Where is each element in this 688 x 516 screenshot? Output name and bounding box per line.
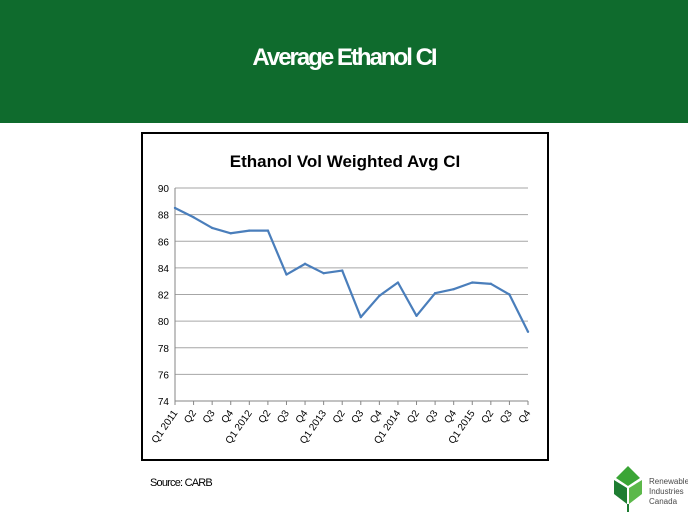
green-leaf-logo-icon [614, 466, 642, 512]
data-point [489, 282, 493, 286]
data-point [266, 229, 270, 232]
x-tick-label: Q3 [201, 408, 218, 426]
x-tick-label: Q2 [405, 408, 422, 426]
y-tick-label: 86 [158, 237, 170, 248]
line-chart: Ethanol Vol Weighted Avg CI 74 76 78 80 82 84… [150, 152, 534, 446]
x-tick-label: Q4 [517, 408, 534, 426]
title-banner: Average Ethanol CI [0, 0, 688, 123]
x-tick-label: Q2 [331, 408, 348, 426]
data-point [229, 232, 232, 235]
source-note: Source: CARB [150, 477, 213, 489]
data-point [508, 293, 511, 296]
x-tick-label: Q4 [294, 408, 311, 426]
series-line [174, 206, 529, 333]
data-point [192, 216, 195, 219]
data-point [526, 330, 530, 333]
x-tick-label: Q1 2011 [150, 408, 181, 445]
x-tick-label: Q3 [424, 408, 441, 426]
y-tick-label: 78 [158, 344, 170, 355]
logo-text: Renewable Industries Canada [649, 477, 688, 507]
x-tick-label: Q3 [275, 408, 292, 426]
logo-line-2: Industries [649, 487, 684, 496]
x-tick-label: Q3 [498, 408, 515, 426]
y-tick-label: 90 [158, 184, 170, 195]
x-tick-label: Q2 [480, 408, 497, 426]
x-tick-label: Q2 [257, 408, 274, 426]
data-point [378, 294, 381, 298]
data-point [210, 226, 214, 230]
x-tick-label: Q3 [350, 408, 367, 426]
y-tick-label: 82 [158, 291, 170, 302]
data-point [452, 287, 455, 291]
x-tick-label: Q4 [368, 408, 385, 426]
data-point [285, 273, 288, 276]
data-point [173, 206, 177, 210]
y-tick-label: 80 [158, 317, 170, 328]
data-point [471, 281, 474, 284]
data-point [322, 272, 325, 275]
organization-logo: Renewable Industries Canada [610, 464, 688, 514]
data-point [303, 262, 307, 266]
data-point [396, 281, 400, 284]
y-tick-label: 88 [158, 211, 170, 222]
data-point [433, 291, 437, 295]
logo-line-1: Renewable [649, 477, 688, 486]
y-tick-label: 76 [158, 370, 170, 381]
y-tick-label: 74 [158, 397, 170, 408]
x-tick-label: Q4 [220, 408, 237, 426]
x-tick-label: Q2 [182, 408, 199, 426]
data-point [248, 229, 251, 232]
data-point [359, 315, 362, 319]
chart-frame: Ethanol Vol Weighted Avg CI 74 76 78 80 82 84… [141, 132, 549, 461]
chart-title: Ethanol Vol Weighted Avg CI [230, 152, 460, 171]
data-point [415, 314, 418, 317]
logo-line-3: Canada [649, 497, 678, 506]
x-tick-label: Q4 [442, 408, 459, 426]
slide-title: Average Ethanol CI [252, 44, 437, 71]
y-tick-label: 84 [158, 264, 170, 275]
data-point [341, 269, 344, 272]
